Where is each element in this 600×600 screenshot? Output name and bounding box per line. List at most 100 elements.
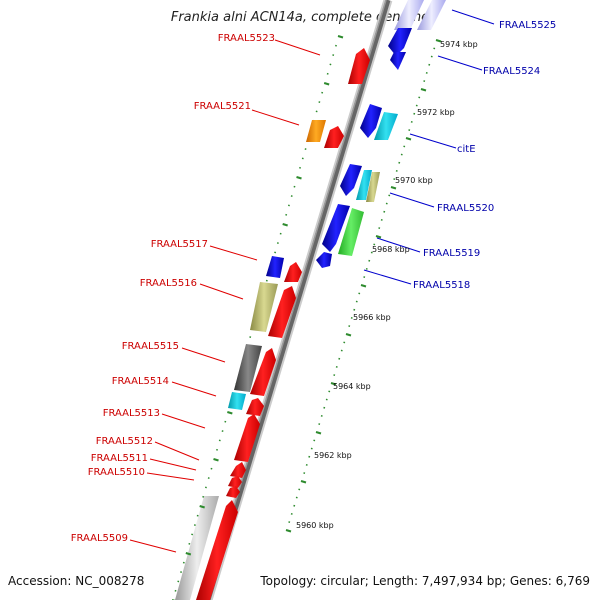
- label-FRAAL5518[interactable]: FRAAL5518: [413, 280, 470, 291]
- minor-tick: [207, 477, 210, 480]
- minor-tick: [196, 514, 199, 517]
- label-FRAAL5511[interactable]: FRAAL5511: [91, 453, 148, 464]
- gene-FRAAL5510[interactable]: [226, 486, 240, 498]
- gene-FRAAL5517-red[interactable]: [284, 262, 302, 282]
- scale-label-5960: 5960 kbp: [296, 521, 334, 530]
- minor-tick: [370, 251, 373, 254]
- gene-FRAAL5514-red[interactable]: [246, 398, 264, 416]
- minor-tick: [276, 242, 279, 245]
- label-FRAAL5516[interactable]: FRAAL5516: [140, 278, 197, 289]
- gene-FRAAL5515-red[interactable]: [250, 348, 276, 396]
- gene-FRAAL5525[interactable]: [388, 28, 412, 56]
- minor-tick: [325, 398, 328, 401]
- gene-FRAAL5516-red[interactable]: [268, 286, 296, 338]
- minor-tick: [293, 504, 296, 507]
- label-FRAAL5524[interactable]: FRAAL5524: [483, 66, 540, 77]
- minor-tick: [400, 153, 403, 156]
- label-FRAAL5515[interactable]: FRAAL5515: [122, 341, 179, 352]
- gene-FRAAL5519[interactable]: [338, 208, 364, 256]
- label-FRAAL5514[interactable]: FRAAL5514: [112, 376, 169, 387]
- minor-tick: [288, 521, 291, 524]
- minor-tick: [403, 145, 406, 148]
- minor-tick: [380, 218, 383, 221]
- minor-tick: [224, 420, 227, 423]
- minor-tick: [385, 202, 388, 205]
- minor-tick: [318, 423, 321, 426]
- genome-backbone: [203, 0, 393, 600]
- gene-FRAAL5509[interactable]: [196, 500, 238, 600]
- gene-labels-right: FRAAL5525 FRAAL5524 citE FRAAL5520 FRAAL…: [413, 20, 556, 291]
- label-FRAAL5513[interactable]: FRAAL5513: [103, 408, 160, 419]
- gene-FRAAL5516-olive[interactable]: [250, 282, 278, 332]
- gene-FRAAL5518[interactable]: [316, 252, 332, 268]
- label-FRAAL5512[interactable]: FRAAL5512: [96, 436, 153, 447]
- gene-blue-5970[interactable]: [340, 164, 362, 196]
- gene-citE[interactable]: [374, 112, 398, 140]
- label-FRAAL5525[interactable]: FRAAL5525: [499, 20, 556, 31]
- scale-label-5964: 5964 kbp: [333, 382, 371, 391]
- gene-block-faded-right: [417, 0, 446, 30]
- minor-tick: [365, 267, 368, 270]
- minor-tick: [332, 54, 335, 57]
- minor-tick: [433, 47, 436, 50]
- accession-text: Accession: NC_008278: [8, 574, 145, 588]
- gene-FRAAL5514-cyan[interactable]: [228, 392, 246, 410]
- minor-tick: [218, 439, 221, 442]
- genes: [196, 28, 412, 600]
- label-FRAAL5521[interactable]: FRAAL5521: [194, 101, 251, 112]
- leader-lines-right: [363, 9, 495, 285]
- major-tick: [337, 35, 344, 39]
- gene-block-faded-left: [175, 496, 219, 600]
- gene-FRAAL5511[interactable]: [228, 476, 242, 488]
- major-tick: [435, 39, 442, 43]
- minor-tick: [378, 227, 381, 230]
- minor-tick: [395, 169, 398, 172]
- label-FRAAL5510[interactable]: FRAAL5510: [88, 467, 145, 478]
- minor-tick: [304, 148, 307, 151]
- minor-tick: [188, 542, 191, 545]
- major-tick: [375, 235, 382, 239]
- gene-FRAAL5521[interactable]: [306, 120, 326, 142]
- minor-tick: [210, 467, 213, 470]
- minor-tick: [368, 259, 371, 262]
- major-tick: [315, 431, 322, 435]
- minor-tick: [321, 91, 324, 94]
- minor-tick: [299, 166, 302, 169]
- minor-tick: [310, 447, 313, 450]
- minor-tick: [343, 341, 346, 344]
- gene-blue-5972[interactable]: [360, 104, 382, 138]
- label-citE[interactable]: citE: [457, 144, 476, 155]
- major-tick: [213, 458, 219, 462]
- gene-FRAAL5513[interactable]: [234, 414, 260, 462]
- minor-tick: [295, 496, 298, 499]
- minor-tick: [428, 63, 431, 66]
- label-FRAAL5519[interactable]: FRAAL5519: [423, 248, 480, 259]
- gene-red-5521b[interactable]: [324, 126, 344, 148]
- gene-FRAAL5515-gray[interactable]: [234, 344, 262, 392]
- gene-blue-5968[interactable]: [322, 204, 350, 252]
- major-tick: [405, 137, 412, 141]
- label-FRAAL5509[interactable]: FRAAL5509: [71, 533, 128, 544]
- label-FRAAL5523[interactable]: FRAAL5523: [218, 33, 275, 44]
- gene-FRAAL5517-blue[interactable]: [266, 256, 284, 278]
- minor-tick: [408, 129, 411, 132]
- label-FRAAL5517[interactable]: FRAAL5517: [151, 239, 208, 250]
- minor-tick: [308, 455, 311, 458]
- gene-FRAAL5512[interactable]: [230, 462, 246, 478]
- scale-label-5962: 5962 kbp: [314, 451, 352, 460]
- minor-tick: [265, 279, 268, 282]
- minor-tick: [410, 120, 413, 123]
- minor-tick: [313, 439, 316, 442]
- gene-FRAAL5520-olive[interactable]: [366, 172, 380, 202]
- minor-tick: [393, 178, 396, 181]
- gene-FRAAL5523[interactable]: [348, 48, 370, 84]
- minor-tick: [305, 463, 308, 466]
- gene-FRAAL5524[interactable]: [390, 52, 406, 70]
- label-FRAAL5520[interactable]: FRAAL5520: [437, 203, 494, 214]
- minor-tick: [326, 72, 329, 75]
- gene-FRAAL5520-cyan[interactable]: [356, 170, 372, 200]
- major-tick: [300, 480, 307, 484]
- minor-tick: [363, 276, 366, 279]
